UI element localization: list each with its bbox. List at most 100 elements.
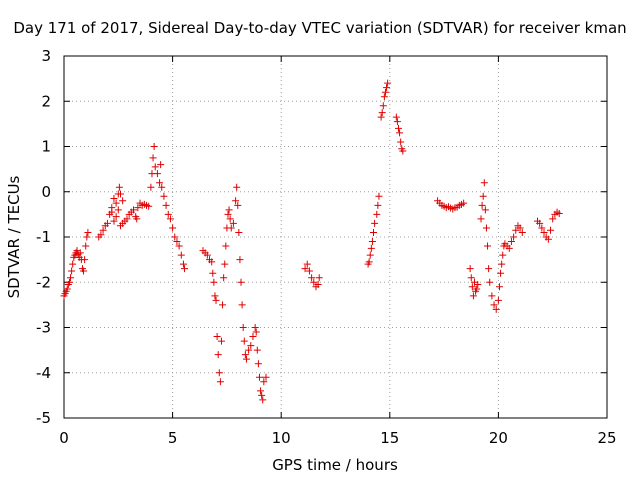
- data-point: [466, 265, 474, 273]
- data-point: [499, 251, 507, 259]
- data-point: [538, 224, 546, 232]
- data-point: [384, 79, 392, 87]
- data-point: [245, 346, 253, 354]
- data-point: [555, 209, 563, 217]
- data-point: [227, 224, 235, 232]
- data-point: [110, 195, 118, 203]
- data-point: [123, 215, 131, 223]
- x-tick-label: 20: [489, 429, 508, 447]
- data-point: [99, 226, 107, 234]
- data-point: [399, 147, 407, 155]
- data-point: [173, 238, 181, 246]
- data-point: [374, 201, 382, 209]
- data-point: [478, 201, 486, 209]
- data-point: [505, 244, 513, 252]
- data-point: [516, 224, 524, 232]
- data-point: [380, 93, 388, 101]
- data-point: [366, 251, 374, 259]
- data-point: [225, 206, 233, 214]
- data-point: [130, 206, 138, 214]
- data-point: [249, 333, 257, 341]
- y-tick-label: -5: [36, 409, 51, 427]
- data-point: [518, 228, 526, 236]
- x-tick-label: 10: [272, 429, 291, 447]
- data-point: [377, 113, 385, 121]
- gridlines: [64, 56, 607, 418]
- data-point: [492, 305, 500, 313]
- data-point: [68, 267, 76, 275]
- data-point: [301, 265, 309, 273]
- data-point: [255, 373, 263, 381]
- data-point: [110, 217, 118, 225]
- y-tick-label: 1: [41, 138, 51, 156]
- data-point: [108, 208, 116, 216]
- data-point: [84, 228, 92, 236]
- data-point: [177, 251, 185, 259]
- data-point: [305, 267, 313, 275]
- data-point: [486, 278, 494, 286]
- data-point: [315, 274, 323, 282]
- data-point: [151, 163, 159, 171]
- data-point: [482, 224, 490, 232]
- data-point: [247, 342, 255, 350]
- data-point: [69, 260, 77, 268]
- data-point: [213, 333, 221, 341]
- data-point: [368, 238, 376, 246]
- data-point: [253, 346, 261, 354]
- data-point: [232, 197, 240, 205]
- data-point: [479, 192, 487, 200]
- data-point: [392, 113, 400, 121]
- data-point: [212, 296, 220, 304]
- data-point: [481, 206, 489, 214]
- data-point: [383, 84, 391, 92]
- data-point: [147, 183, 155, 191]
- data-point: [83, 233, 91, 241]
- data-point: [467, 274, 475, 282]
- data-point: [112, 213, 120, 221]
- y-tick-label: -4: [36, 364, 51, 382]
- chart-title: Day 171 of 2017, Sidereal Day-to-day VTE…: [13, 19, 626, 37]
- data-point: [169, 224, 177, 232]
- data-point: [115, 183, 123, 191]
- data-point: [510, 233, 518, 241]
- data-point: [252, 328, 260, 336]
- data-point: [371, 219, 379, 227]
- data-point: [203, 251, 211, 259]
- data-point: [474, 281, 482, 289]
- data-point: [381, 88, 389, 96]
- data-point: [258, 391, 266, 399]
- data-point: [175, 242, 183, 250]
- data-point: [216, 378, 224, 386]
- data-point: [262, 373, 270, 381]
- data-point: [158, 183, 166, 191]
- data-point: [219, 301, 227, 309]
- data-point: [235, 228, 243, 236]
- data-point: [63, 285, 71, 293]
- data-point: [547, 226, 555, 234]
- data-point: [229, 219, 237, 227]
- x-tick-label: 25: [597, 429, 616, 447]
- data-point: [469, 292, 477, 300]
- data-point: [237, 278, 245, 286]
- data-point: [310, 278, 318, 286]
- y-tick-label: -1: [36, 228, 51, 246]
- data-point: [145, 202, 153, 210]
- data-point: [260, 378, 268, 386]
- data-point: [254, 360, 262, 368]
- x-tick-label: 5: [168, 429, 178, 447]
- data-point: [156, 179, 164, 187]
- data-point: [314, 281, 322, 289]
- data-point: [80, 267, 88, 275]
- data-point: [540, 228, 548, 236]
- data-point: [379, 102, 387, 110]
- data-point: [114, 206, 122, 214]
- y-axis-label: SDTVAR / TECUs: [5, 175, 23, 298]
- data-point: [112, 199, 120, 207]
- data-point: [480, 179, 488, 187]
- data-point: [477, 215, 485, 223]
- data-point: [303, 260, 311, 268]
- data-point: [488, 292, 496, 300]
- data-point: [166, 215, 174, 223]
- data-point: [378, 109, 386, 117]
